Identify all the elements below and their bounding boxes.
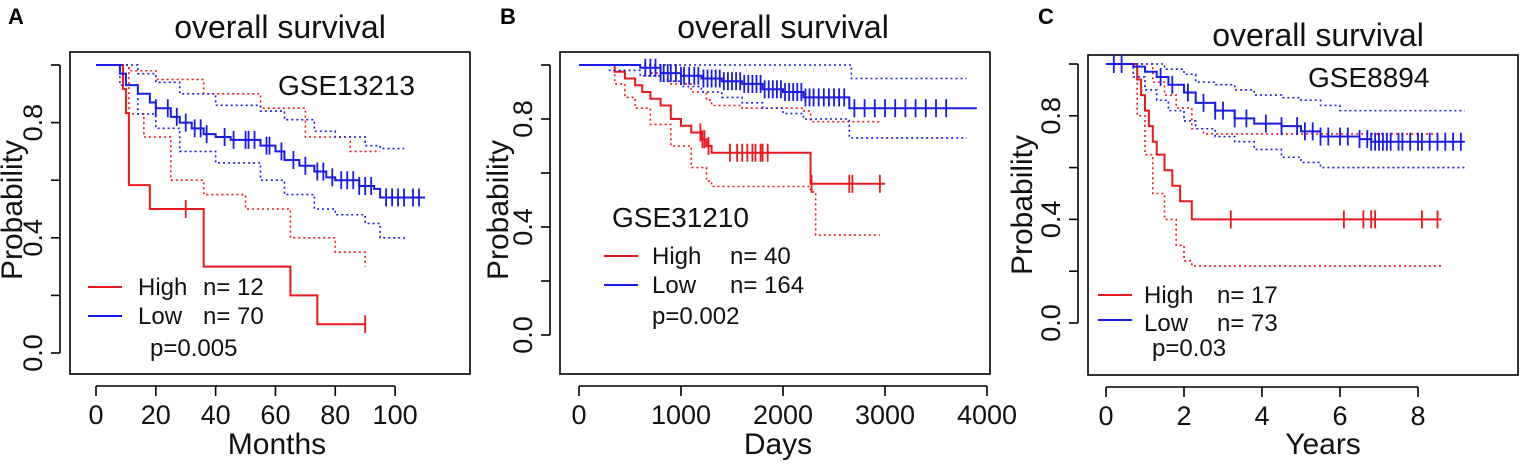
legend-low-n: n= 164 xyxy=(730,272,804,299)
survival-curve-low xyxy=(96,64,425,199)
ci-upper-high xyxy=(579,64,880,123)
ci-lower-high xyxy=(1106,63,1442,267)
x-tick-label: 6 xyxy=(1332,401,1347,431)
ci-upper-low xyxy=(579,64,967,80)
dataset-label: GSE31210 xyxy=(612,202,749,233)
dataset-label: GSE13213 xyxy=(278,70,415,101)
x-tick-label: 1000 xyxy=(651,400,711,430)
legend-high-name: High xyxy=(1144,282,1193,309)
x-tick-label: 40 xyxy=(201,400,231,430)
legend-high-n: n= 12 xyxy=(203,274,264,301)
x-tick-label: 0 xyxy=(1098,401,1113,431)
y-axis-label: Probability xyxy=(0,140,29,280)
y-axis-label: Probability xyxy=(482,140,515,280)
ci-lower-high xyxy=(579,64,880,236)
x-tick-label: 3000 xyxy=(855,400,915,430)
y-tick-label: 0.8 xyxy=(1036,97,1066,135)
ci-lower-low xyxy=(96,64,405,241)
x-tick-label: 4000 xyxy=(957,400,1017,430)
chart-title: overall survival xyxy=(1212,17,1424,53)
y-tick-label: 0.8 xyxy=(508,100,538,138)
legend-low-name: Low xyxy=(652,272,697,299)
y-tick-label: 0.0 xyxy=(1036,304,1066,342)
legend-low-name: Low xyxy=(1144,310,1189,337)
ci-lower-high xyxy=(96,64,366,267)
x-tick-label: 80 xyxy=(320,400,350,430)
legend-high-name: High xyxy=(138,274,187,301)
x-tick-label: 20 xyxy=(141,400,171,430)
p-value: p=0.002 xyxy=(652,303,739,330)
y-tick-label: 0.4 xyxy=(1036,201,1066,239)
survival-curve-low xyxy=(579,64,977,110)
x-tick-label: 2000 xyxy=(753,400,813,430)
legend-high-name: High xyxy=(652,243,701,270)
survival-curve-high xyxy=(1106,63,1442,221)
x-axis-label: Years xyxy=(1285,428,1361,461)
panel-b: B overall survival GSE31210 Days Probabi… xyxy=(482,4,1017,461)
x-tick-label: 4 xyxy=(1254,401,1269,431)
y-tick-label: 0.4 xyxy=(18,219,48,257)
p-value: p=0.03 xyxy=(1152,335,1226,362)
chart-title: overall survival xyxy=(677,9,889,45)
x-tick-label: 8 xyxy=(1410,401,1425,431)
y-axis-label: Probability xyxy=(1006,135,1039,275)
x-tick-label: 100 xyxy=(373,400,418,430)
dataset-label: GSE8894 xyxy=(1308,62,1429,93)
panel-a: A overall survival GSE13213 Months Proba… xyxy=(0,4,471,461)
ci-lower-low xyxy=(1106,63,1465,169)
x-axis-label: Months xyxy=(228,428,326,461)
legend-high-n: n= 17 xyxy=(1217,282,1278,309)
ci-upper-low xyxy=(1106,63,1465,112)
legend-low-n: n= 70 xyxy=(203,303,264,330)
y-tick-label: 0.8 xyxy=(18,104,48,142)
y-tick-label: 0.0 xyxy=(508,316,538,354)
x-tick-label: 0 xyxy=(571,400,586,430)
legend-high-n: n= 40 xyxy=(730,243,791,270)
ci-lower-low xyxy=(579,64,967,139)
legend-low-n: n= 73 xyxy=(1217,310,1278,337)
survival-curve-low xyxy=(1106,63,1465,143)
x-axis-label: Days xyxy=(744,428,812,461)
p-value: p=0.005 xyxy=(150,335,237,362)
plot-frame xyxy=(559,51,991,375)
legend-low-name: Low xyxy=(138,303,183,330)
chart-title: overall survival xyxy=(174,9,386,45)
panel-c: C overall survival GSE8894 Years Probabi… xyxy=(1006,4,1519,461)
y-tick-label: 0.0 xyxy=(18,334,48,372)
x-tick-label: 2 xyxy=(1176,401,1191,431)
x-tick-label: 0 xyxy=(88,400,103,430)
x-tick-label: 60 xyxy=(260,400,290,430)
plot-frame xyxy=(69,51,471,375)
plot-frame xyxy=(1087,54,1519,376)
panel-letter: B xyxy=(500,4,516,29)
y-tick-label: 0.4 xyxy=(508,208,538,246)
panel-letter: C xyxy=(1038,4,1054,29)
ci-upper-low xyxy=(96,64,405,150)
survival-curve-high xyxy=(96,64,366,326)
panel-letter: A xyxy=(8,4,24,29)
